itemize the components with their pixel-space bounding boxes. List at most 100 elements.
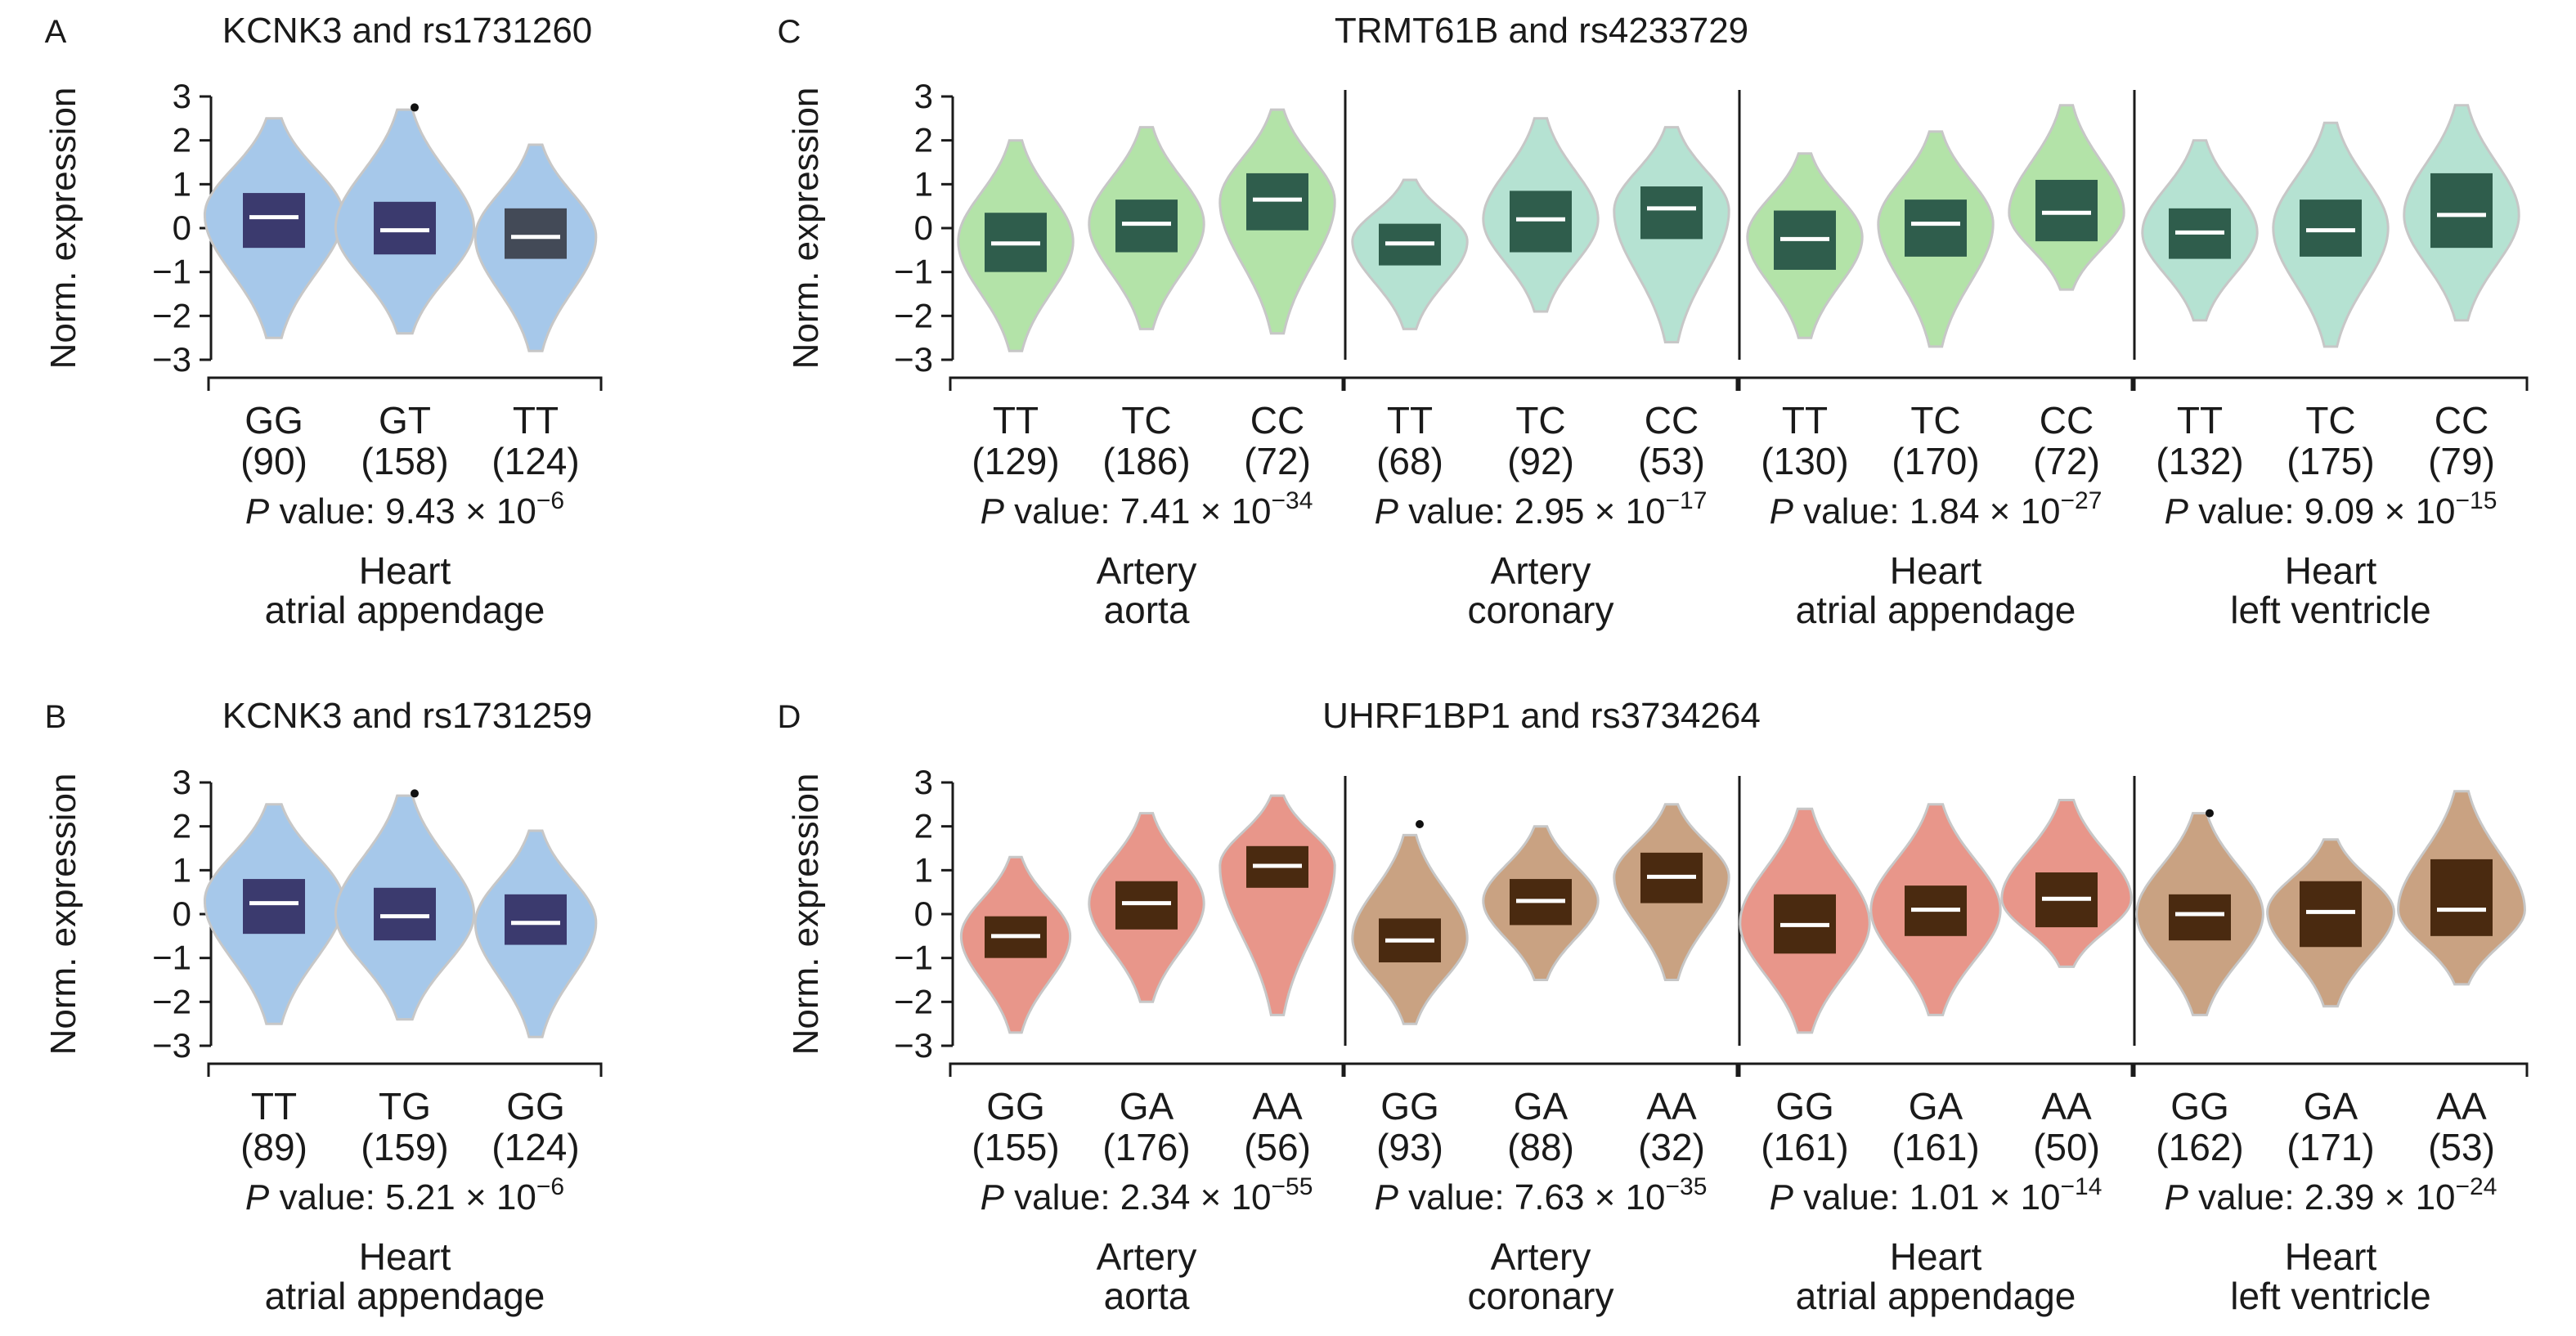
- sample-count-label: (130): [1761, 440, 1848, 482]
- sample-count-label: (171): [2287, 1126, 2374, 1168]
- p-value-label: P value: 9.43 × 10−6: [245, 487, 564, 531]
- y-tick-label: 3: [173, 763, 191, 801]
- tissue-name-line1: Artery: [1097, 549, 1197, 592]
- sample-count-label: (159): [361, 1126, 448, 1168]
- genotype-label: GG: [506, 1085, 565, 1128]
- tissue-group: TT(89) TG(159) GG(124) P value: 5.21 × 10−6…: [203, 789, 603, 1317]
- genotype-label: TT: [993, 399, 1039, 442]
- iqr-box: [243, 879, 305, 935]
- iqr-box: [2035, 179, 2098, 242]
- p-value-text: value: 2.95 × 10: [1398, 491, 1666, 531]
- iqr-box: [505, 208, 567, 259]
- tissue-name-line1: Artery: [1491, 1235, 1591, 1278]
- iqr-box: [2169, 894, 2231, 941]
- y-tick-label: −1: [152, 939, 191, 977]
- y-tick-label: 0: [173, 208, 191, 247]
- genotype-label: CC: [2435, 399, 2488, 442]
- p-value-exponent: −6: [536, 1173, 564, 1200]
- tissue-name-line2: aorta: [1104, 589, 1190, 631]
- sample-count-label: (32): [1638, 1126, 1705, 1168]
- y-tick-label: −3: [894, 1026, 933, 1065]
- genotype-label: GA: [1909, 1085, 1963, 1128]
- x-axis-bracket: [2133, 376, 2529, 391]
- x-axis-bracket: [949, 1062, 1344, 1077]
- tissue-name-line2: atrial appendage: [265, 1275, 545, 1317]
- y-tick-label: −1: [152, 253, 191, 291]
- y-tick-label: −3: [152, 1026, 191, 1065]
- sample-count-label: (90): [240, 440, 307, 482]
- tissue-name-line1: Heart: [359, 549, 451, 592]
- tissue-group: GG(90) GT(158) TT(124) P value: 9.43 × 10−6…: [203, 103, 603, 631]
- sample-count-label: (93): [1376, 1126, 1443, 1168]
- y-tick-label: 2: [914, 121, 933, 159]
- p-value-exponent: −34: [1272, 487, 1313, 514]
- genotype-label: TC: [1515, 399, 1565, 442]
- p-value-text: value: 9.43 × 10: [269, 491, 536, 531]
- tissue-name-line2: coronary: [1468, 589, 1614, 631]
- panel-d: D UHRF1BP1 and rs3734264 Norm. expression 3…: [778, 696, 2529, 1317]
- x-axis-bracket: [207, 376, 603, 391]
- p-value-text: value: 2.34 × 10: [1004, 1177, 1272, 1217]
- p-symbol: P: [2165, 491, 2189, 531]
- sample-count-label: (132): [2156, 440, 2243, 482]
- genotype-label: GG: [1775, 1085, 1834, 1128]
- sample-count-label: (53): [2428, 1126, 2495, 1168]
- genotype-label: TT: [251, 1085, 297, 1128]
- genotype-label: CC: [1250, 399, 1304, 442]
- tissue-name-line2: aorta: [1104, 1275, 1190, 1317]
- iqr-box: [2430, 173, 2493, 249]
- genotype-label: GG: [245, 399, 303, 442]
- p-value-text: value: 1.84 × 10: [1793, 491, 2061, 531]
- sample-count-label: (129): [972, 440, 1059, 482]
- sample-count-label: (162): [2156, 1126, 2243, 1168]
- iqr-box: [505, 894, 567, 945]
- p-value-text: value: 2.39 × 10: [2188, 1177, 2456, 1217]
- sample-count-label: (124): [491, 440, 579, 482]
- genotype-label: GT: [379, 399, 431, 442]
- p-value-label: P value: 5.21 × 10−6: [245, 1173, 564, 1217]
- sample-count-label: (88): [1507, 1126, 1574, 1168]
- tissue-group: GG(162) GA(171) AA(53) P value: 2.39 × 10−2…: [2133, 790, 2529, 1317]
- x-axis-bracket: [1738, 376, 2134, 391]
- p-symbol: P: [981, 491, 1005, 531]
- genotype-label: GG: [1380, 1085, 1439, 1128]
- p-value-label: P value: 7.41 × 10−34: [981, 487, 1313, 531]
- y-axis-label: Norm. expression: [786, 773, 826, 1056]
- genotype-label: TT: [513, 399, 559, 442]
- outlier-point: [411, 103, 419, 112]
- x-axis-bracket: [1738, 1062, 2134, 1077]
- y-tick-label: 3: [914, 763, 933, 801]
- p-value-exponent: −35: [1666, 1173, 1708, 1200]
- p-symbol: P: [1770, 491, 1794, 531]
- y-tick-label: −2: [894, 982, 933, 1020]
- p-symbol: P: [981, 1177, 1005, 1217]
- iqr-box: [1115, 881, 1178, 930]
- tissue-group: TT(129) TC(186) CC(72) P value: 7.41 × 10−3…: [949, 108, 1344, 631]
- y-tick-label: −1: [894, 939, 933, 977]
- iqr-box: [243, 193, 305, 249]
- panel-c: C TRMT61B and rs4233729 Norm. expression 3 2…: [778, 11, 2529, 631]
- p-value-label: P value: 7.63 × 10−35: [1375, 1173, 1708, 1217]
- tissue-name-line1: Artery: [1097, 1235, 1197, 1278]
- sample-count-label: (161): [1761, 1126, 1848, 1168]
- p-value-exponent: −55: [1272, 1173, 1313, 1200]
- p-symbol: P: [2165, 1177, 2189, 1217]
- sample-count-label: (170): [1892, 440, 1979, 482]
- y-tick-label: 3: [173, 77, 191, 115]
- tissue-name-line1: Heart: [1890, 549, 1982, 592]
- sample-count-label: (92): [1507, 440, 1574, 482]
- iqr-box: [1905, 200, 1967, 257]
- p-symbol: P: [1375, 1177, 1399, 1217]
- tissue-name-line2: atrial appendage: [265, 589, 545, 631]
- p-value-text: value: 9.09 × 10: [2188, 491, 2456, 531]
- sample-count-label: (176): [1102, 1126, 1190, 1168]
- genotype-label: GG: [986, 1085, 1045, 1128]
- x-axis-bracket: [1343, 1062, 1739, 1077]
- x-axis-bracket: [949, 376, 1344, 391]
- genotype-label: GA: [1514, 1085, 1568, 1128]
- outlier-point: [2206, 809, 2214, 818]
- iqr-box: [1510, 191, 1572, 253]
- tissue-group: TT(130) TC(170) CC(72) P value: 1.84 × 10−2…: [1738, 104, 2134, 631]
- y-axis-label: Norm. expression: [43, 87, 83, 370]
